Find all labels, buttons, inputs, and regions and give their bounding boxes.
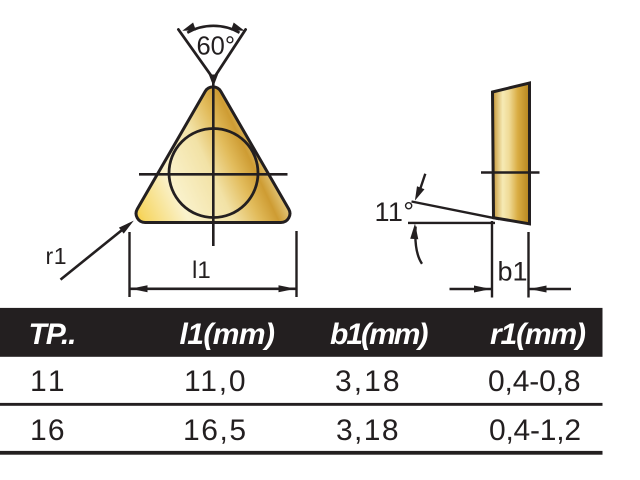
svg-text:11°: 11° xyxy=(375,197,415,227)
svg-text:b1(mm): b1(mm) xyxy=(330,318,429,351)
svg-text:60°: 60° xyxy=(197,33,236,61)
svg-text:l1: l1 xyxy=(192,257,211,284)
svg-text:11: 11 xyxy=(30,365,65,398)
svg-text:TP..: TP.. xyxy=(29,318,77,351)
svg-text:3,18: 3,18 xyxy=(336,414,399,447)
svg-text:l1(mm): l1(mm) xyxy=(180,318,276,351)
svg-text:0,4-0,8: 0,4-0,8 xyxy=(488,365,581,398)
svg-text:r1: r1 xyxy=(46,243,67,269)
svg-text:0,4-1,2: 0,4-1,2 xyxy=(489,414,581,447)
svg-text:r1(mm): r1(mm) xyxy=(490,318,586,351)
svg-text:16,5: 16,5 xyxy=(183,414,246,447)
svg-text:3,18: 3,18 xyxy=(335,365,400,398)
svg-text:b1: b1 xyxy=(498,257,528,287)
svg-text:16: 16 xyxy=(30,414,65,447)
svg-text:11,0: 11,0 xyxy=(184,365,246,398)
